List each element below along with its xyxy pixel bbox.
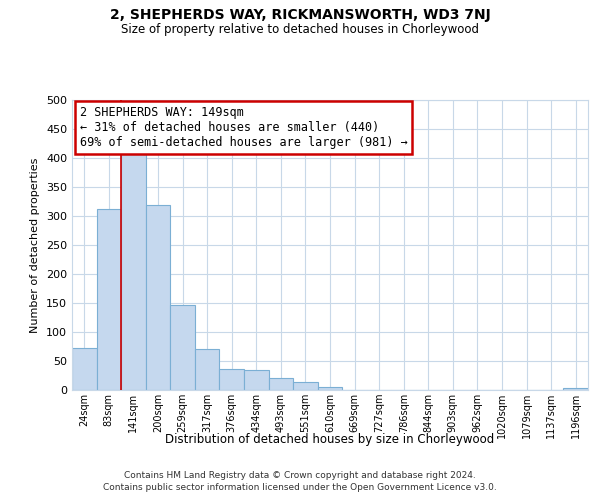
Bar <box>269 378 293 390</box>
Bar <box>563 388 588 390</box>
Bar <box>293 382 318 390</box>
Bar <box>195 350 220 390</box>
Text: 2 SHEPHERDS WAY: 149sqm
← 31% of detached houses are smaller (440)
69% of semi-d: 2 SHEPHERDS WAY: 149sqm ← 31% of detache… <box>80 106 407 149</box>
Text: Contains public sector information licensed under the Open Government Licence v3: Contains public sector information licen… <box>103 484 497 492</box>
Bar <box>220 368 244 390</box>
Text: 2, SHEPHERDS WAY, RICKMANSWORTH, WD3 7NJ: 2, SHEPHERDS WAY, RICKMANSWORTH, WD3 7NJ <box>110 8 490 22</box>
Bar <box>121 154 146 390</box>
Text: Size of property relative to detached houses in Chorleywood: Size of property relative to detached ho… <box>121 22 479 36</box>
Bar <box>318 386 342 390</box>
Bar <box>170 304 195 390</box>
Bar <box>146 205 170 390</box>
Bar <box>97 209 121 390</box>
Text: Distribution of detached houses by size in Chorleywood: Distribution of detached houses by size … <box>166 432 494 446</box>
Bar <box>244 370 269 390</box>
Bar <box>72 348 97 390</box>
Text: Contains HM Land Registry data © Crown copyright and database right 2024.: Contains HM Land Registry data © Crown c… <box>124 471 476 480</box>
Y-axis label: Number of detached properties: Number of detached properties <box>31 158 40 332</box>
